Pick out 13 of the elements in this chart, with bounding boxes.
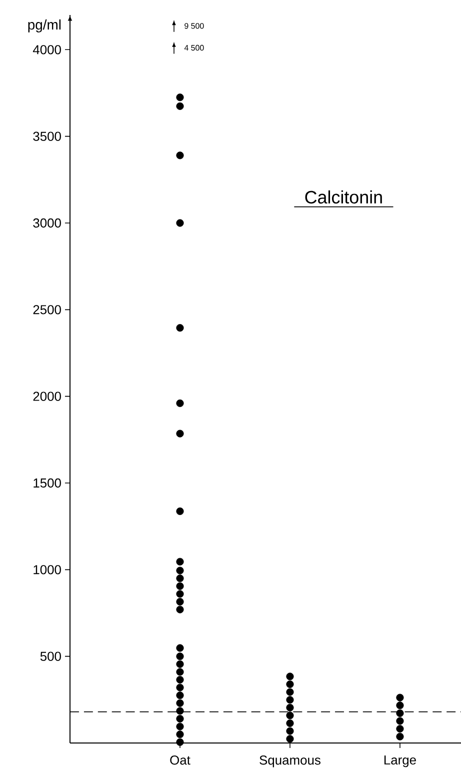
x-tick-label: Oat	[170, 756, 190, 765]
x-tick-label: Large	[384, 756, 416, 768]
y-tick-label: 3000	[33, 218, 61, 228]
y-tick-label: 2500	[33, 305, 61, 314]
y-tick-label: 2000	[33, 392, 61, 401]
y-tick-label: 3500	[33, 132, 61, 141]
y-tick-label: 500	[40, 652, 61, 661]
y-tick-label: 1000	[34, 565, 61, 574]
text: Calcitonin	[305, 190, 382, 204]
y-axis-title: pg/ml	[28, 19, 61, 32]
y-tick-label: 4000	[32, 45, 61, 54]
x-tick-label: Squamous	[260, 756, 320, 768]
y-tick-label: 1500	[34, 478, 61, 488]
